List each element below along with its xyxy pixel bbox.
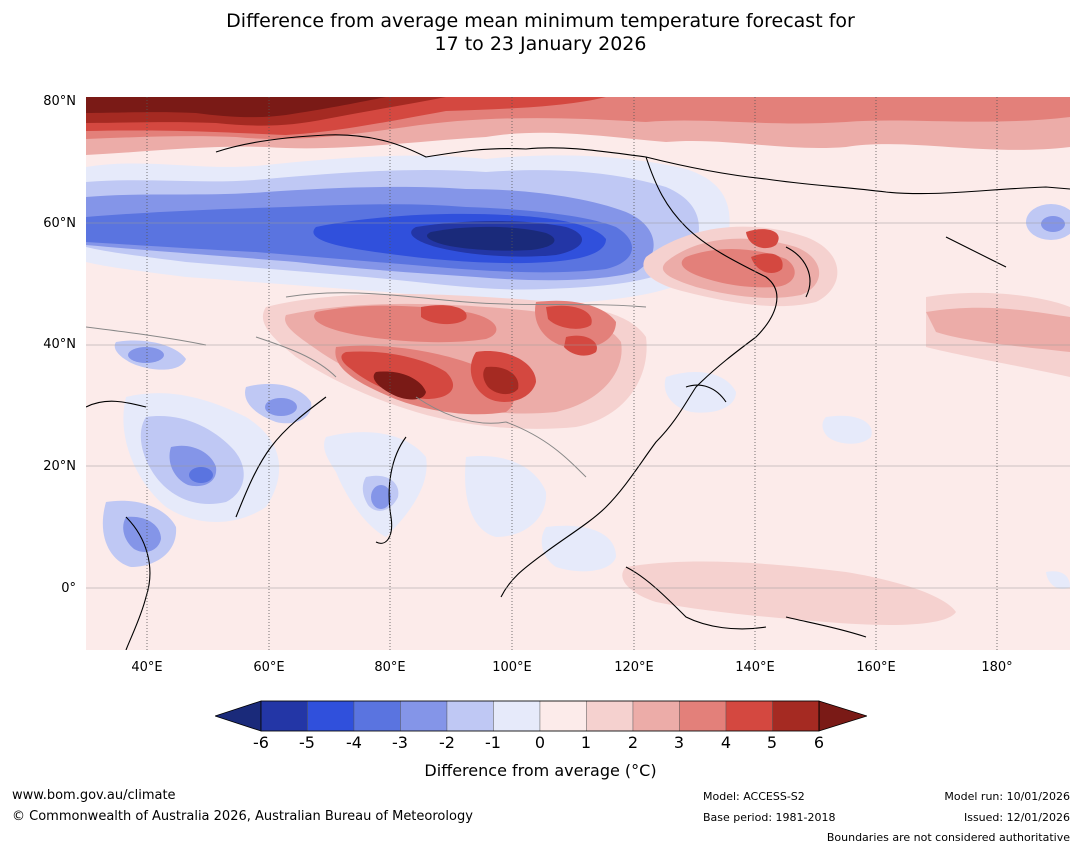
- colorbar-cell: [725, 700, 773, 732]
- anomaly-region-siberia-cold-core: [426, 226, 555, 251]
- issued-date: Issued: 12/01/2026: [963, 811, 1070, 824]
- colorbar-extend-low: [215, 700, 262, 732]
- lon-label-40e: 40°E: [131, 660, 163, 675]
- colorbar-tick-label: 2: [627, 733, 639, 752]
- colorbar-cell: [446, 700, 494, 732]
- anomaly-region-iran-cold-core: [265, 398, 297, 416]
- colorbar-cell: [586, 700, 634, 732]
- anomaly-map[interactable]: [86, 97, 1070, 650]
- model-run-date: Model run: 10/01/2026: [944, 790, 1070, 803]
- colorbar-cell: [772, 700, 820, 732]
- colorbar-tick-label: 1: [580, 733, 592, 752]
- lat-label-0: 0°: [61, 581, 76, 596]
- anomaly-region-gansu-warm: [564, 335, 597, 356]
- lat-label-80n: 80°N: [43, 94, 76, 109]
- colorbar-cell: [307, 700, 355, 732]
- lon-label-80e: 80°E: [374, 660, 406, 675]
- colorbar-tick-label: -6: [253, 733, 269, 752]
- base-period: Base period: 1981-2018: [703, 811, 836, 824]
- colorbar-cell: [400, 700, 448, 732]
- lat-label-20n: 20°N: [43, 459, 76, 474]
- anomaly-region-tarim-warm: [421, 305, 467, 325]
- colorbar-tick-label: -2: [439, 733, 455, 752]
- anomaly-region-india-cold-core: [371, 485, 391, 509]
- colorbar-tick-label: 5: [766, 733, 778, 752]
- anomaly-region-pacific-cold-blob: [822, 415, 872, 444]
- colorbar-title: Difference from average (°C): [424, 761, 657, 780]
- copyright-text: © Commonwealth of Australia 2026, Austra…: [12, 809, 473, 824]
- colorbar-tick-label: 3: [673, 733, 685, 752]
- colorbar-frame: [260, 700, 820, 732]
- colorbar: [215, 700, 867, 732]
- anomaly-region-indonesia-warm: [622, 561, 956, 625]
- anomaly-region-south-china-sea-cold: [541, 525, 616, 572]
- colorbar-cell: [679, 700, 727, 732]
- model-name: Model: ACCESS-S2: [703, 790, 805, 803]
- anomaly-region-japan-cold: [664, 372, 736, 413]
- colorbar-cell: [353, 700, 401, 732]
- colorbar-cell: [632, 700, 680, 732]
- anomaly-region-arctic-hottest: [86, 97, 386, 118]
- anomaly-region-pacific-warmer: [926, 307, 1070, 352]
- boundaries-disclaimer: Boundaries are not considered authoritat…: [826, 831, 1070, 844]
- colorbar-tick-label: 6: [813, 733, 825, 752]
- anomaly-map-svg: [86, 97, 1070, 650]
- lon-label-100e: 100°E: [492, 660, 532, 675]
- anomaly-region-east-pacific-cold-blob: [1046, 571, 1070, 589]
- colorbar-tick-label: -1: [485, 733, 501, 752]
- anomaly-region-tibet-hot-core: [373, 371, 426, 400]
- longitude-gridlines: [146, 97, 998, 650]
- lat-label-40n: 40°N: [43, 337, 76, 352]
- colorbar-tick-label: -5: [299, 733, 315, 752]
- anomaly-region-mongolia-warm: [546, 305, 592, 329]
- map-title-line-2: 17 to 23 January 2026: [434, 33, 647, 55]
- colorbar-tick-label: -3: [392, 733, 408, 752]
- map-title: Difference from average mean minimum tem…: [0, 10, 1081, 56]
- anomaly-region-fareast-warm-5: [751, 253, 783, 273]
- lon-label-60e: 60°E: [253, 660, 285, 675]
- coastlines: [86, 134, 1070, 650]
- anomaly-region-africa-horn-cold-core: [123, 516, 161, 552]
- lon-label-180: 180°: [981, 660, 1013, 675]
- colorbar-tick-label: 0: [534, 733, 546, 752]
- colorbar-cell: [539, 700, 587, 732]
- country-borders: [86, 292, 647, 478]
- lat-label-60n: 60°N: [43, 216, 76, 231]
- lon-label-160e: 160°E: [856, 660, 896, 675]
- colorbar-tick-label: 4: [720, 733, 732, 752]
- colorbar-cell: [260, 700, 308, 732]
- map-title-line-1: Difference from average mean minimum tem…: [226, 10, 855, 32]
- anomaly-region-tibet-warm-4: [483, 366, 519, 395]
- anomaly-region-indochina-cold: [465, 456, 547, 537]
- latitude-gridlines: [86, 222, 1070, 589]
- colorbar-extend-high: [818, 700, 867, 732]
- lon-label-140e: 140°E: [735, 660, 775, 675]
- colorbar-tick-label: -4: [346, 733, 362, 752]
- website-link[interactable]: www.bom.gov.au/climate: [12, 788, 176, 803]
- anomaly-region-arabia-cold-core: [189, 467, 213, 483]
- lon-label-120e: 120°E: [614, 660, 654, 675]
- anomaly-region-caspian-cold-core: [128, 347, 164, 363]
- colorbar-cell: [493, 700, 541, 732]
- anomaly-region-kamchatka-cold-core: [1041, 216, 1065, 232]
- anomaly-region-fareast-warm-4: [746, 229, 779, 249]
